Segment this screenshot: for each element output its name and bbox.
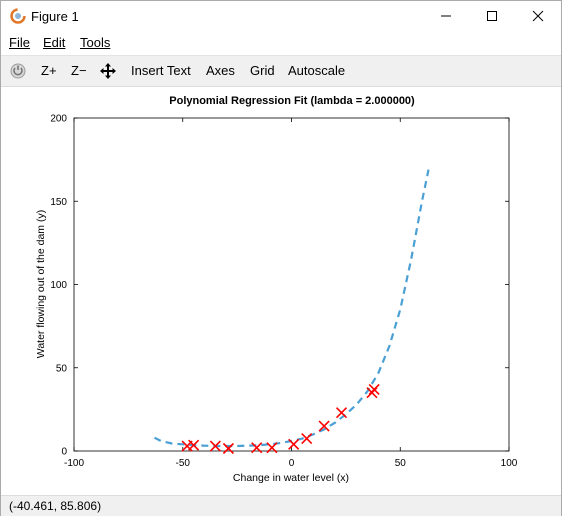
- x-tick-label: 0: [289, 458, 295, 469]
- y-tick-label: 100: [50, 280, 67, 291]
- x-tick-label: 100: [501, 458, 518, 469]
- status-bar: (-40.461, 85.806): [1, 495, 561, 516]
- axes-button[interactable]: Axes: [206, 63, 235, 78]
- close-icon: [532, 10, 544, 22]
- chart-title: Polynomial Regression Fit (lambda = 2.00…: [169, 95, 415, 107]
- data-point-marker: [209, 440, 221, 452]
- octave-logo-icon: [10, 8, 26, 24]
- grid-button[interactable]: Grid: [250, 63, 275, 78]
- y-tick-label: 0: [61, 447, 67, 458]
- y-tick-label: 150: [50, 197, 67, 208]
- axis-ticks: -100 -50 0 50 100 0 50 100 150 200: [50, 114, 517, 470]
- menu-edit[interactable]: Edit: [43, 35, 65, 50]
- maximize-icon: [487, 11, 497, 21]
- data-point-marker: [318, 420, 330, 432]
- data-point-marker: [188, 439, 200, 451]
- menu-tools[interactable]: Tools: [80, 35, 110, 50]
- data-point-marker: [335, 407, 348, 419]
- data-point-marker: [368, 383, 380, 395]
- y-axis-label: Water flowing out of the dam (y): [35, 210, 47, 358]
- x-tick-label: -50: [176, 458, 191, 469]
- cursor-coordinates: (-40.461, 85.806): [9, 499, 102, 513]
- data-point-marker: [301, 432, 313, 445]
- data-point-marker: [251, 442, 263, 454]
- maximize-button[interactable]: [469, 1, 515, 31]
- insert-text-button[interactable]: Insert Text: [131, 63, 191, 78]
- pan-icon[interactable]: [99, 62, 117, 80]
- close-button[interactable]: [515, 1, 561, 31]
- x-tick-label: 50: [395, 458, 407, 469]
- data-point-marker: [266, 442, 278, 454]
- autoscale-button[interactable]: Autoscale: [288, 63, 346, 78]
- plot-area[interactable]: Polynomial Regression Fit (lambda = 2.00…: [1, 87, 561, 493]
- y-tick-label: 200: [50, 114, 67, 125]
- minimize-button[interactable]: [423, 1, 469, 31]
- data-markers: [181, 383, 380, 455]
- zoom-in-button[interactable]: Z+: [41, 63, 57, 78]
- menu-file[interactable]: File: [9, 35, 30, 50]
- title-bar[interactable]: Figure 1: [1, 1, 561, 31]
- figure-toolbar: Z+ Z− Insert Text Axes Grid Autoscale: [1, 55, 561, 87]
- x-axis-label: Change in water level (x): [233, 472, 349, 484]
- plot-content: [153, 169, 430, 455]
- y-tick-label: 50: [56, 363, 68, 374]
- data-point-marker: [288, 438, 300, 450]
- polynomial-fit-chart[interactable]: Polynomial Regression Fit (lambda = 2.00…: [1, 87, 561, 493]
- x-tick-label: -100: [64, 458, 84, 469]
- menu-edit-label: Edit: [43, 35, 66, 50]
- zoom-out-button[interactable]: Z−: [71, 63, 87, 78]
- fit-curve-line: [153, 169, 430, 448]
- window-title: Figure 1: [31, 9, 79, 24]
- axes-box: [73, 117, 510, 452]
- menu-file-label: File: [9, 35, 30, 50]
- menu-tools-label: Tools: [80, 35, 111, 50]
- data-point-marker: [222, 442, 234, 455]
- minimize-icon: [441, 15, 451, 17]
- rotate-icon[interactable]: [9, 62, 27, 80]
- menu-bar: File Edit Tools: [1, 31, 561, 53]
- data-point-marker: [366, 387, 378, 399]
